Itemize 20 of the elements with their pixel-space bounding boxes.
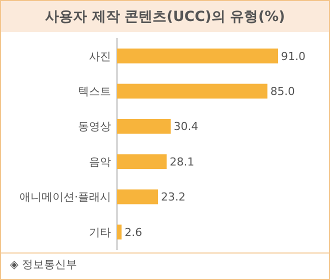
y-tick-label: 텍스트	[78, 85, 111, 98]
y-tick-label: 동영상	[78, 120, 111, 134]
y-tick-label: 애니메이션·플래시	[20, 190, 111, 204]
chart-title: 사용자 제작 콘텐츠(UCC)의 유형(%)	[44, 9, 286, 25]
bar	[117, 189, 158, 204]
bar	[117, 224, 122, 240]
data-label: 85.0	[270, 85, 295, 98]
bar	[117, 84, 268, 99]
data-label: 91.0	[281, 50, 306, 63]
text: ◈ 정보통신부	[10, 258, 77, 271]
data-label: 30.4	[174, 120, 198, 134]
data-label: 28.1	[170, 155, 194, 168]
data-label: 23.2	[161, 190, 186, 204]
bar	[117, 154, 167, 170]
data-label: 2.6	[124, 226, 142, 239]
bar	[117, 118, 171, 134]
y-tick-label: 음악	[89, 155, 111, 168]
bar	[117, 48, 278, 64]
y-tick-label: 사진	[89, 50, 111, 63]
y-tick-label: 기타	[89, 226, 111, 239]
